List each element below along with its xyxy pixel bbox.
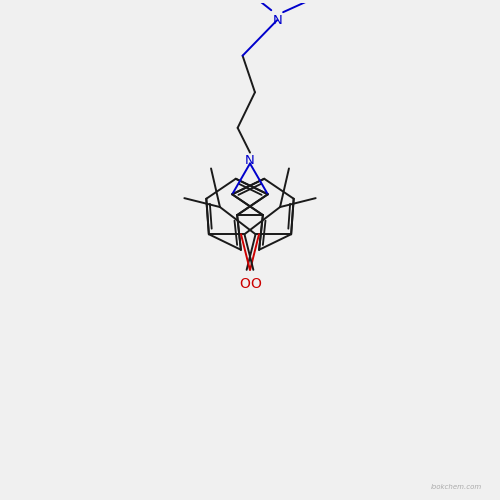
Text: lookchem.com: lookchem.com [431,484,482,490]
Text: N: N [272,14,282,26]
Text: O: O [239,276,250,290]
Text: O: O [250,276,261,290]
Text: N: N [245,154,255,167]
